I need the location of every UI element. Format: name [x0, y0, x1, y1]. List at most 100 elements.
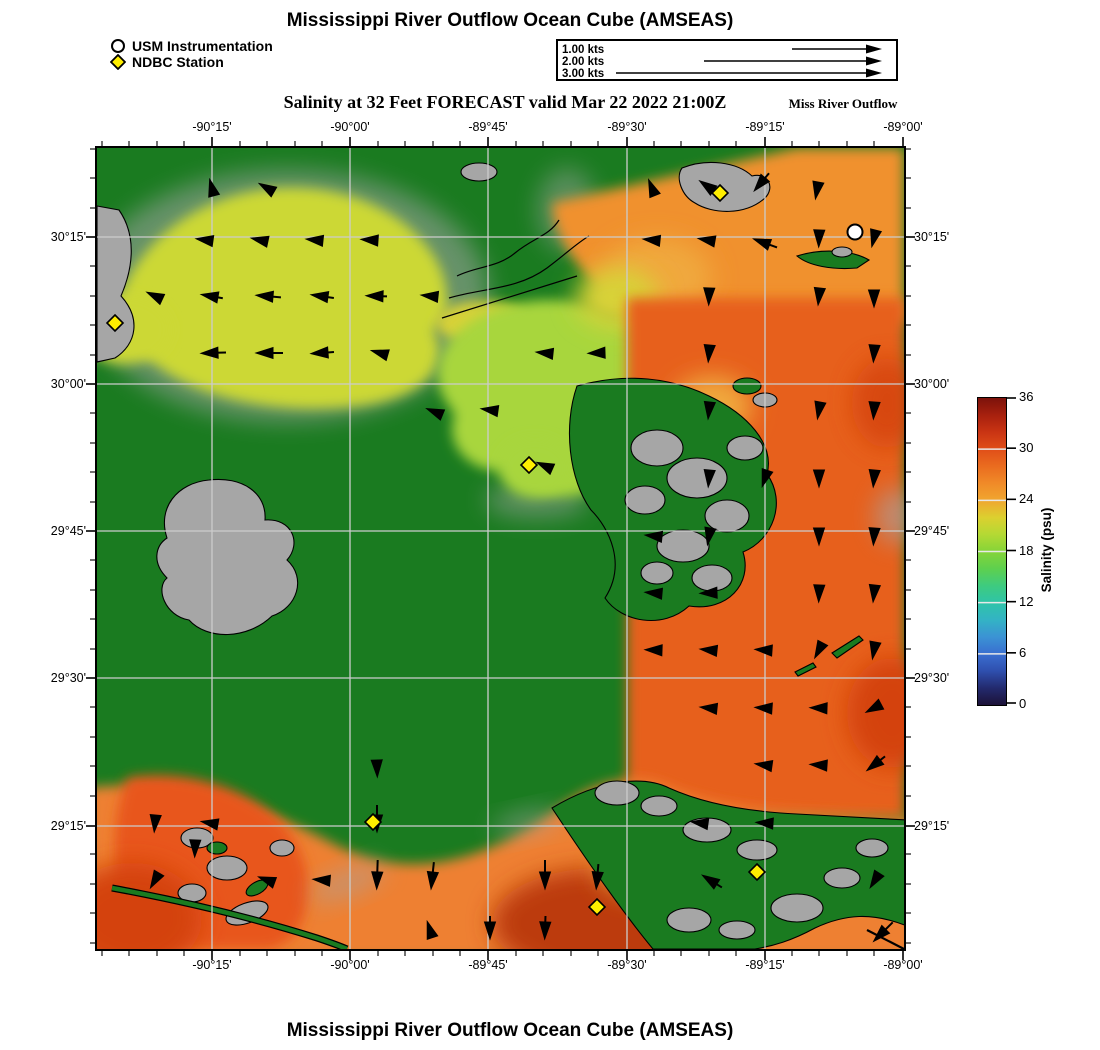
- x-axis-label-top: -89°30': [607, 120, 647, 134]
- current-arrow: [872, 921, 894, 943]
- ndbc-station-marker: [710, 183, 730, 203]
- current-arrow: [698, 702, 719, 716]
- y-axis-label-right: 29°30': [914, 671, 950, 685]
- current-arrow: [869, 869, 885, 890]
- speed-scale-box: 1.00 kts 2.00 kts 3.00 kts: [556, 39, 898, 81]
- current-arrow: [199, 291, 223, 304]
- station-markers: [105, 183, 864, 917]
- x-axis-label-bottom: -89°30': [607, 958, 647, 972]
- current-arrow: [149, 813, 162, 834]
- current-arrow: [703, 287, 716, 307]
- current-arrow: [257, 182, 278, 198]
- x-axis-label-bottom: -90°00': [330, 958, 370, 972]
- current-arrow: [426, 861, 440, 891]
- map-frame: [86, 137, 915, 960]
- x-axis-label-top: -90°00': [330, 120, 370, 134]
- current-arrow: [689, 818, 710, 831]
- current-arrow: [199, 818, 220, 831]
- usm-circle-icon: [111, 39, 125, 53]
- current-arrow: [586, 346, 606, 359]
- current-arrow: [311, 874, 332, 887]
- current-arrow: [704, 526, 717, 547]
- current-arrow: [865, 754, 886, 772]
- current-arrow: [643, 587, 664, 600]
- current-arrow: [149, 869, 165, 890]
- colorbar-ticks: [1006, 397, 1016, 704]
- current-arrow: [371, 859, 384, 891]
- current-arrow: [254, 290, 282, 303]
- x-axis-label-bottom: -89°15': [745, 958, 785, 972]
- current-arrow: [753, 702, 773, 715]
- current-arrow: [309, 346, 335, 359]
- x-axis-label-top: -89°00': [883, 120, 923, 134]
- current-arrow: [868, 468, 881, 489]
- current-arrow: [703, 400, 717, 421]
- current-arrow: [369, 349, 390, 362]
- current-arrow: [813, 229, 826, 249]
- y-axis-label-right: 30°00': [914, 377, 950, 391]
- current-arrow: [813, 286, 827, 307]
- current-arrow: [254, 346, 283, 360]
- current-arrow: [419, 290, 440, 304]
- legend-row-ndbc: NDBC Station: [110, 54, 224, 70]
- footer-title: Mississippi River Outflow Ocean Cube (AM…: [286, 1020, 734, 1041]
- ndbc-station-marker: [105, 313, 125, 333]
- current-arrow: [643, 530, 664, 544]
- current-arrow: [754, 817, 774, 830]
- y-axis-label-right: 29°45': [914, 524, 950, 538]
- current-arrow: [208, 177, 221, 198]
- current-arrow: [761, 468, 774, 489]
- current-arrow: [304, 234, 325, 248]
- current-arrow: [703, 343, 716, 364]
- current-arrow: [249, 235, 270, 248]
- current-arrow: [868, 344, 881, 364]
- current-arrow: [364, 290, 388, 303]
- current-arrow: [189, 839, 202, 859]
- map-subtitle: Salinity at 32 Feet FORECAST valid Mar 2…: [283, 92, 727, 112]
- x-axis-label-top: -89°45': [468, 120, 508, 134]
- y-axis-label-left: 29°30': [50, 671, 86, 685]
- y-axis-label-left: 30°15': [50, 230, 86, 244]
- current-arrow: [812, 527, 826, 547]
- current-arrow: [641, 234, 662, 248]
- y-axis-label-left: 29°45': [50, 524, 86, 538]
- current-arrow: [814, 400, 827, 421]
- colorbar-title: Salinity (psu): [1039, 507, 1054, 593]
- x-axis-label-top: -90°15': [192, 120, 232, 134]
- current-arrow: [479, 405, 500, 418]
- y-axis-label-left: 29°15': [50, 819, 86, 833]
- current-arrow: [752, 238, 778, 251]
- colorbar-tick-label: 0: [1019, 696, 1027, 711]
- land-coastlines: [97, 161, 904, 949]
- x-axis-label-top: -89°15': [745, 120, 785, 134]
- current-arrow: [426, 919, 439, 940]
- x-axis-label-bottom: -89°00': [883, 958, 923, 972]
- ndbc-station-marker: [519, 455, 539, 475]
- colorbar: [977, 397, 1007, 706]
- current-arrow: [483, 916, 497, 941]
- ndbc-station-marker: [747, 862, 767, 882]
- current-arrow: [538, 860, 552, 891]
- current-arrow: [539, 915, 552, 941]
- usm-instrumentation-marker: [846, 223, 864, 241]
- current-arrow: [868, 527, 881, 547]
- current-arrow: [753, 760, 774, 773]
- current-arrow: [814, 639, 829, 660]
- y-axis-label-right: 30°15': [914, 230, 950, 244]
- current-arrow: [870, 228, 883, 249]
- current-arrow: [535, 461, 556, 476]
- current-arrow: [753, 644, 773, 657]
- current-arrow: [643, 644, 663, 657]
- ndbc-diamond-icon: [110, 54, 126, 70]
- legend-row-usm: USM Instrumentation: [110, 38, 273, 54]
- current-arrow: [534, 347, 555, 361]
- axis-ticks: [86, 137, 915, 960]
- colorbar-tick-label: 6: [1019, 644, 1027, 660]
- current-arrow: [813, 584, 826, 604]
- colorbar-tick-label: 18: [1019, 542, 1034, 558]
- y-axis-label-right: 29°15': [914, 819, 950, 833]
- current-arrow: [698, 586, 718, 599]
- current-arrow: [808, 702, 828, 715]
- current-arrow: [425, 408, 446, 421]
